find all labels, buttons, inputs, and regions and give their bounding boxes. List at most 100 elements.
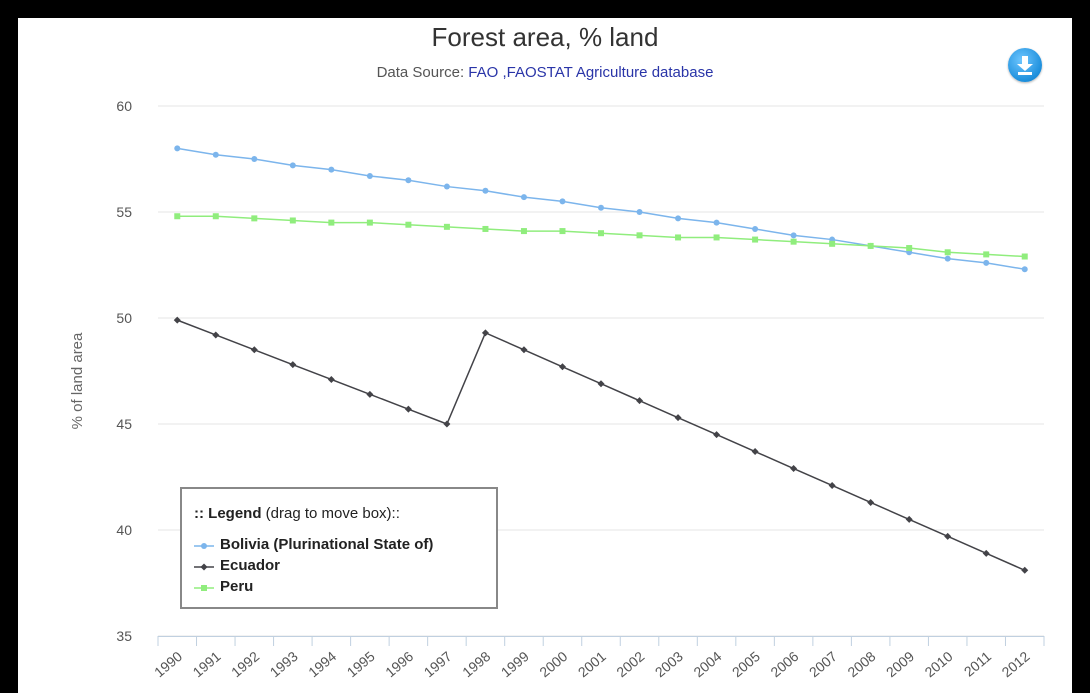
data-point[interactable] — [289, 361, 297, 369]
data-point[interactable] — [520, 346, 528, 354]
chart-subtitle: Data Source: FAO ,FAOSTAT Agriculture da… — [18, 64, 1072, 81]
x-tick-label: 2004 — [690, 648, 724, 680]
data-point[interactable] — [327, 375, 335, 383]
data-point[interactable] — [828, 481, 836, 489]
x-tick-label: 1993 — [267, 648, 301, 680]
data-point[interactable] — [636, 209, 643, 215]
data-point[interactable] — [251, 156, 258, 162]
data-point[interactable] — [1021, 566, 1029, 574]
y-tick-label: 50 — [116, 310, 132, 326]
data-point[interactable] — [404, 405, 412, 413]
data-point[interactable] — [713, 234, 720, 241]
data-point[interactable] — [482, 187, 489, 194]
data-point[interactable] — [328, 166, 335, 173]
data-point[interactable] — [481, 329, 489, 337]
data-point[interactable] — [675, 234, 682, 241]
data-point[interactable] — [983, 259, 990, 266]
x-tick-label: 1998 — [459, 648, 493, 680]
data-point[interactable] — [752, 225, 759, 232]
legend-label: Bolivia (Plurinational State of) — [220, 536, 434, 553]
data-point[interactable] — [752, 236, 759, 243]
y-axis-label: % of land area — [69, 332, 86, 429]
data-point[interactable] — [250, 346, 258, 354]
data-point[interactable] — [174, 145, 181, 152]
data-point[interactable] — [520, 228, 527, 235]
legend-title: :: Legend (drag to move box):: — [194, 505, 400, 522]
y-tick-label: 60 — [116, 98, 132, 114]
data-point[interactable] — [867, 498, 875, 506]
data-point[interactable] — [1021, 253, 1028, 260]
legend-box[interactable]: :: Legend (drag to move box):: Bolivia (… — [180, 487, 498, 609]
data-point[interactable] — [636, 397, 644, 405]
data-point[interactable] — [1021, 266, 1028, 273]
data-point[interactable] — [520, 194, 527, 201]
data-point[interactable] — [790, 232, 797, 239]
data-point[interactable] — [289, 217, 296, 224]
data-point[interactable] — [559, 228, 566, 235]
data-point[interactable] — [905, 515, 913, 523]
data-point[interactable] — [405, 221, 412, 228]
data-point[interactable] — [558, 363, 566, 371]
data-point[interactable] — [597, 380, 605, 388]
x-tick-label: 2003 — [652, 648, 686, 680]
data-point[interactable] — [944, 532, 952, 540]
data-point[interactable] — [598, 204, 604, 211]
data-point[interactable] — [944, 255, 951, 262]
data-point[interactable] — [482, 225, 489, 232]
data-point[interactable] — [983, 251, 990, 258]
data-point[interactable] — [675, 215, 682, 222]
data-point[interactable] — [366, 390, 374, 398]
data-point[interactable] — [751, 448, 759, 456]
data-point[interactable] — [906, 245, 913, 252]
chart-title: Forest area, % land — [431, 22, 659, 52]
x-tick-label: 2002 — [613, 648, 647, 680]
data-point[interactable] — [867, 242, 874, 249]
data-point[interactable] — [289, 162, 296, 169]
data-point[interactable] — [713, 431, 721, 439]
legend-label: Peru — [220, 578, 254, 595]
y-tick-label: 40 — [116, 522, 132, 538]
data-point[interactable] — [713, 219, 720, 226]
x-axis: 1990 1991 1992 1993 1994 1995 1996 1997 1998 1999… — [151, 636, 1045, 680]
data-point[interactable] — [212, 213, 219, 220]
x-tick-label: 2011 — [961, 648, 995, 680]
x-tick-label: 1995 — [344, 648, 378, 680]
download-button[interactable] — [1008, 48, 1042, 82]
y-axis-ticks: 35 40 45 50 55 60 — [116, 98, 132, 644]
data-point[interactable] — [212, 331, 220, 339]
x-tick-label: 2007 — [806, 648, 840, 680]
data-point[interactable] — [443, 420, 451, 428]
data-point[interactable] — [443, 223, 450, 230]
data-point[interactable] — [674, 414, 682, 422]
x-tick-label: 1992 — [228, 648, 262, 680]
data-point[interactable] — [829, 240, 836, 247]
data-point[interactable] — [251, 215, 258, 222]
x-tick-label: 2006 — [767, 648, 801, 680]
data-point[interactable] — [790, 465, 798, 473]
data-point[interactable] — [328, 219, 335, 226]
legend-symbol — [194, 585, 214, 591]
data-point[interactable] — [366, 219, 373, 226]
data-point[interactable] — [174, 213, 181, 220]
legend-title-rest: (drag to move box):: — [261, 505, 400, 522]
data-point[interactable] — [212, 151, 219, 158]
y-tick-label: 45 — [116, 416, 132, 432]
data-point[interactable] — [790, 238, 797, 245]
legend-symbol — [194, 543, 214, 549]
data-source-link[interactable]: FAO ,FAOSTAT Agriculture database — [468, 64, 714, 81]
x-tick-label: 2009 — [883, 648, 917, 680]
data-point[interactable] — [559, 198, 566, 205]
data-point[interactable] — [405, 177, 412, 184]
x-tick-label: 1999 — [498, 648, 532, 680]
legend-title-bold: :: Legend — [194, 505, 262, 522]
series-1 — [174, 145, 1028, 273]
data-point[interactable] — [944, 249, 951, 256]
data-point[interactable] — [173, 316, 181, 324]
data-point[interactable] — [443, 183, 450, 190]
x-tick-label: 2001 — [575, 648, 609, 680]
data-point[interactable] — [982, 549, 990, 557]
data-point[interactable] — [636, 232, 643, 239]
data-point[interactable] — [366, 172, 373, 179]
series-2 — [173, 316, 1029, 574]
data-point[interactable] — [598, 230, 604, 237]
